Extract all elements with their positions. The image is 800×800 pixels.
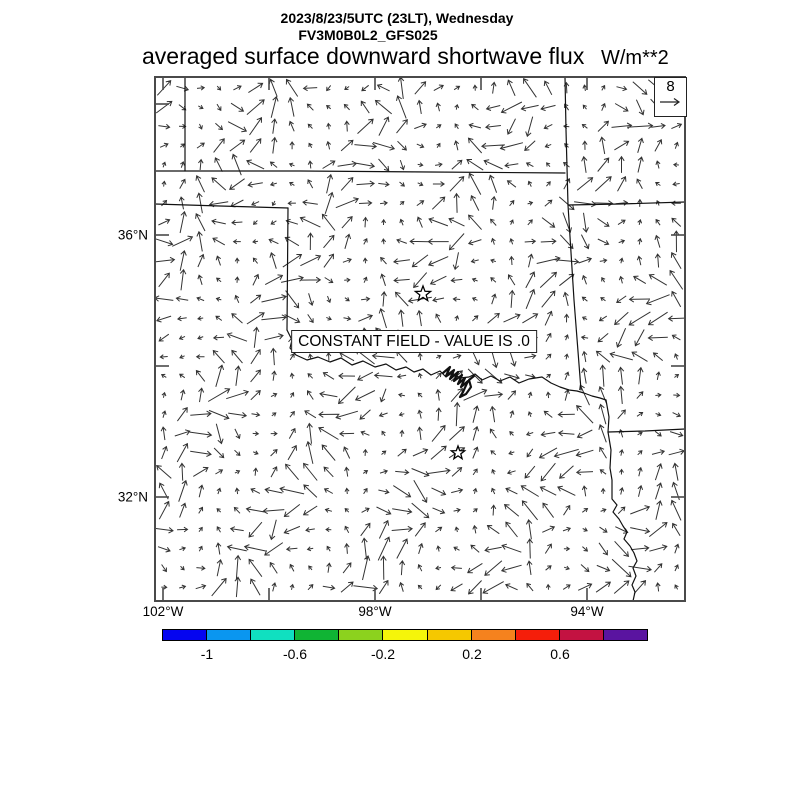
station-star-marker: [413, 284, 433, 302]
border-texas-arkansas: [605, 399, 610, 433]
colorbar: [162, 629, 649, 641]
colorbar-segment: [294, 629, 340, 641]
colorbar-segment: [426, 629, 472, 641]
colorbar-tick-label: 0.6: [550, 646, 570, 662]
border-texas-louisiana-sabine: [607, 431, 638, 601]
colorbar-segment: [162, 629, 208, 641]
colorbar-segment: [382, 629, 428, 641]
border-missouri-arkansas-36p5N: [567, 201, 685, 206]
x-axis-label: 98°W: [358, 604, 392, 619]
reference-vector-value: 8: [666, 78, 675, 95]
border-kansas-south-37N: [155, 170, 566, 174]
y-axis-label: 32°N: [117, 489, 148, 505]
units-label: W/m**2: [601, 47, 669, 69]
x-axis-label: 102°W: [142, 604, 184, 619]
colorbar-tick-label: -1: [200, 646, 214, 662]
colorbar-segment: [558, 629, 604, 641]
colorbar-segment: [470, 629, 516, 641]
border-red-river-meander-knot: [441, 365, 476, 399]
colorbar-segment: [338, 629, 384, 641]
reference-vector-box: 8: [654, 77, 687, 117]
header-model-run: FV3M0B0L2_GFS025: [298, 27, 438, 43]
colorbar-segment: [250, 629, 296, 641]
colorbar-tick-label: -0.6: [282, 646, 308, 662]
colorbar-segment: [602, 629, 649, 641]
colorbar-tick-label: 0.2: [462, 646, 482, 662]
border-ok-panhandle-south-36p5N: [155, 203, 289, 209]
station-star-marker: [449, 444, 467, 461]
colorbar-segment: [514, 629, 560, 641]
colorbar-segment: [206, 629, 252, 641]
constant-field-note: CONSTANT FIELD - VALUE IS .0: [291, 330, 537, 353]
border-arkansas-louisiana-33N: [607, 428, 685, 433]
border-oklahoma-arkansas: [567, 204, 582, 391]
map-frame: [154, 76, 686, 602]
colorbar-tick-label: -0.2: [370, 646, 396, 662]
x-axis-label: 94°W: [570, 604, 604, 619]
border-kansas-missouri: [564, 77, 569, 206]
reference-arrow-icon: [660, 98, 681, 106]
plot-title: averaged surface downward shortwave flux: [142, 43, 585, 69]
station-markers: [413, 284, 467, 461]
border-texas-oklahoma-100W: [286, 207, 289, 331]
y-axis-label: 36°N: [117, 227, 148, 243]
header-datetime: 2023/8/23/5UTC (23LT), Wednesday: [280, 10, 514, 26]
wind-vectors: [155, 77, 685, 598]
state-borders: [155, 77, 685, 601]
